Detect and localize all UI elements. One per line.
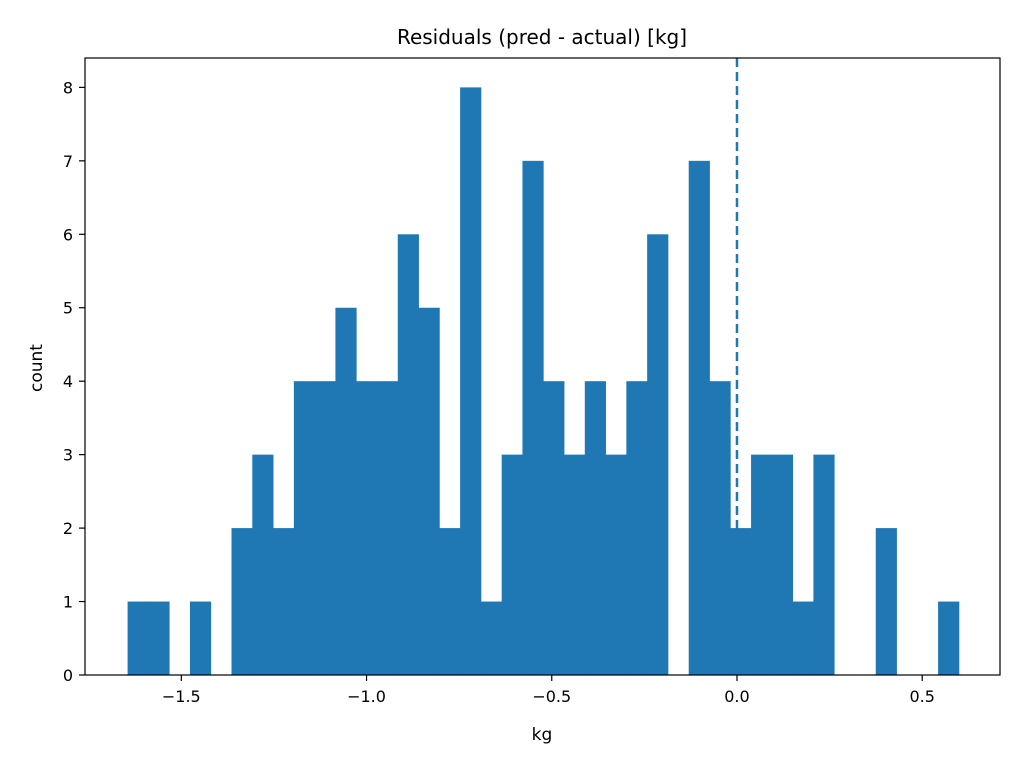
x-tick-label: −1.0 [347,687,386,706]
histogram-bar [709,381,731,675]
histogram-bar [730,528,752,675]
histogram-bar [647,234,669,676]
histogram-bar [356,381,378,675]
y-tick-label: 6 [63,225,73,244]
histogram-bar [252,454,274,675]
y-axis-label: count [27,344,47,392]
histogram-bar [543,381,565,675]
histogram-bar [480,601,503,675]
histogram-bar [418,307,440,675]
y-tick-label: 0 [63,666,73,685]
histogram-bar [501,454,523,675]
histogram-bar [938,601,960,675]
histogram-bar [189,601,212,675]
histogram-bar [751,454,773,675]
x-axis-label: kg [532,725,553,745]
histogram-bar [231,528,253,675]
y-tick-label: 5 [63,299,73,318]
x-tick-label: −1.5 [162,687,201,706]
y-tick-label: 4 [63,372,73,391]
bars-group [127,87,960,676]
histogram-bar [605,454,627,675]
y-axis-ticks: 0 1 2 3 4 5 6 7 8 [63,78,85,685]
histogram-bar [376,381,399,675]
histogram-bar [688,160,710,676]
y-tick-label: 1 [63,593,73,612]
x-axis-ticks: −1.5 −1.0 −0.5 0.0 0.5 [162,675,935,706]
histogram-bar [771,454,794,675]
plot-frame [84,57,1001,676]
x-tick-label: −0.5 [532,687,571,706]
histogram-bar [522,160,544,676]
histogram-bar [314,381,336,675]
chart-title: Residuals (pred - actual) [kg] [397,25,687,49]
histogram-bar [564,454,586,675]
histogram-bar [439,528,461,675]
histogram-bar [397,234,419,676]
histogram-bar [460,87,482,675]
histogram-bar [792,601,814,675]
histogram-bar [875,528,897,675]
histogram-bar [127,601,149,675]
histogram-bar [813,454,835,675]
y-tick-label: 2 [63,519,73,538]
histogram-bar [584,381,606,675]
histogram-bar [626,381,648,675]
y-tick-label: 3 [63,446,73,465]
histogram-bar [293,381,316,675]
x-tick-label: 0.5 [909,687,934,706]
histogram-bar [335,307,357,675]
histogram-bar [273,528,295,675]
x-tick-label: 0.0 [724,687,749,706]
y-tick-label: 7 [63,152,73,171]
y-tick-label: 8 [63,78,73,97]
histogram-bar [148,601,170,675]
